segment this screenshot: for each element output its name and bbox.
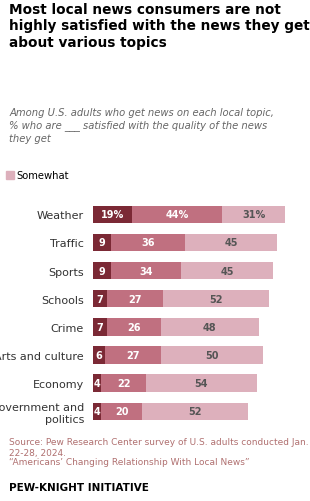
Bar [107,291,162,308]
Bar [161,319,259,336]
Text: 7: 7 [97,322,104,332]
Bar [93,291,107,308]
Bar [105,347,161,364]
Text: Source: Pew Research Center survey of U.S. adults conducted Jan.
22-28, 2024.: Source: Pew Research Center survey of U.… [9,437,309,457]
Text: 34: 34 [140,266,153,276]
Bar [93,375,101,392]
Bar [146,375,257,392]
Text: “Americans’ Changing Relationship With Local News”: “Americans’ Changing Relationship With L… [9,457,250,466]
Text: 44%: 44% [165,210,188,220]
Bar [93,403,101,420]
Text: 19%: 19% [101,210,124,220]
Bar [93,263,111,280]
Bar [93,206,132,223]
Text: 9: 9 [99,238,106,248]
Bar [185,234,277,252]
Bar [101,403,142,420]
Text: 54: 54 [195,378,208,388]
Text: 22: 22 [117,378,131,388]
Text: 26: 26 [127,322,141,332]
Bar [161,347,263,364]
Text: 6: 6 [96,350,103,360]
Bar [93,234,111,252]
Text: PEW-KNIGHT INITIATIVE: PEW-KNIGHT INITIATIVE [9,482,149,492]
Legend: Extremely, Very, Somewhat: Extremely, Very, Somewhat [0,171,69,181]
Text: Most local news consumers are not
highly satisfied with the news they get
about : Most local news consumers are not highly… [9,3,310,50]
Bar [101,375,146,392]
Bar [132,206,222,223]
Bar [93,319,107,336]
Bar [93,347,105,364]
Text: 48: 48 [203,322,216,332]
Text: 36: 36 [141,238,155,248]
Text: 27: 27 [128,294,142,304]
Text: 20: 20 [115,406,128,416]
Text: 45: 45 [220,266,234,276]
Text: 45: 45 [224,238,238,248]
Text: 52: 52 [209,294,223,304]
Text: Among U.S. adults who get news on each local topic,
% who are ___ satisfied with: Among U.S. adults who get news on each l… [9,108,274,143]
Text: 50: 50 [205,350,219,360]
Bar [111,263,181,280]
Text: 52: 52 [188,406,202,416]
Text: 31%: 31% [242,210,265,220]
Bar [181,263,273,280]
Text: 27: 27 [126,350,140,360]
Bar [107,319,161,336]
Bar [142,403,249,420]
Text: 7: 7 [97,294,104,304]
Bar [162,291,269,308]
Text: 9: 9 [99,266,106,276]
Text: 4: 4 [94,406,100,416]
Bar [111,234,185,252]
Text: 4: 4 [94,378,100,388]
Bar [222,206,285,223]
